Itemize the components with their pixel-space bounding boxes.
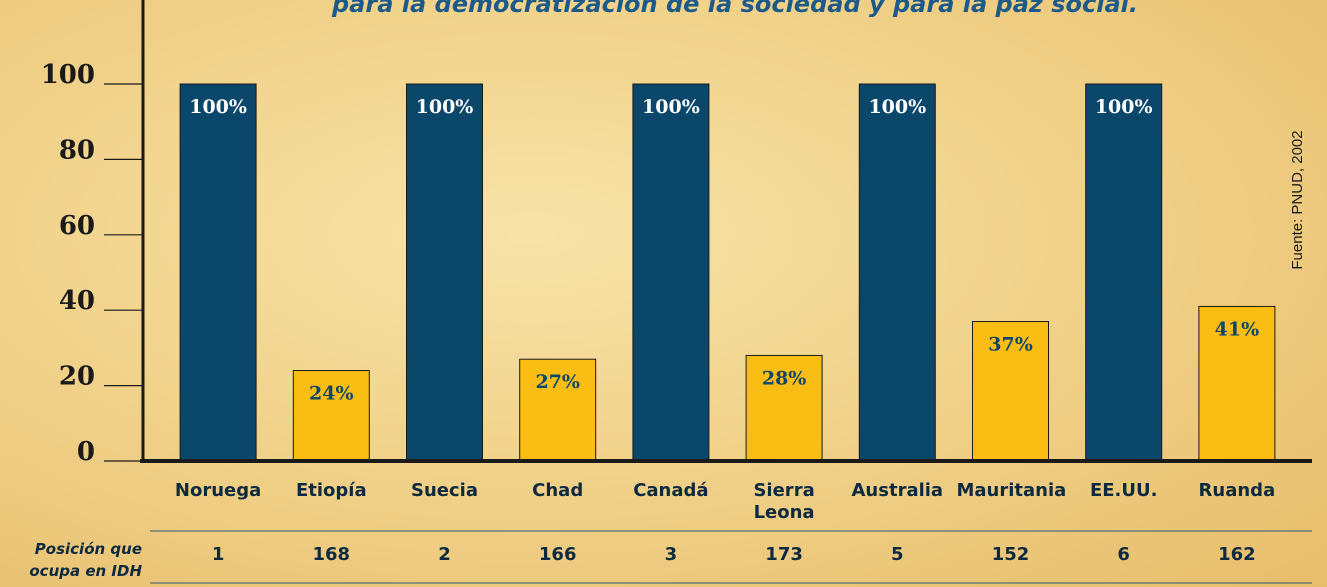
y-tick-label: 40 [59, 286, 95, 316]
value-label: 41% [1215, 318, 1260, 340]
value-label: 37% [988, 334, 1033, 356]
chart-title: para la democratización de la sociedad y… [331, 0, 1138, 18]
bar [180, 84, 256, 461]
rank-value: 3 [621, 544, 721, 565]
rank-value: 2 [395, 544, 495, 565]
rank-value: 5 [847, 544, 947, 565]
x-tick-label: EE.UU. [1070, 480, 1178, 502]
x-tick-label: Australia [843, 480, 951, 502]
value-label: 100% [868, 96, 926, 118]
rank-value: 1 [168, 544, 268, 565]
chart: para la democratización de la sociedad y… [0, 0, 1327, 587]
bar [407, 84, 483, 461]
source: Fuente: PNUD, 2002 [1289, 130, 1306, 269]
x-tick-label: Noruega [164, 480, 272, 502]
x-tick-label: Sierra Leona [730, 480, 838, 524]
rank-value: 6 [1074, 544, 1174, 565]
x-tick-label: Mauritania [957, 480, 1065, 502]
bar [633, 84, 709, 461]
value-label: 100% [1095, 96, 1153, 118]
x-tick-label: Canadá [617, 480, 725, 502]
y-tick-label: 0 [77, 437, 95, 467]
bar [859, 84, 935, 461]
rank-value: 162 [1187, 544, 1287, 565]
rank-value: 168 [281, 544, 381, 565]
x-tick-label: Ruanda [1183, 480, 1291, 502]
y-tick-label: 100 [41, 60, 95, 90]
bar [1086, 84, 1162, 461]
value-label: 28% [762, 367, 807, 389]
rank-value: 166 [508, 544, 608, 565]
value-label: 27% [535, 371, 580, 393]
y-tick-label: 60 [59, 211, 95, 241]
value-label: 100% [189, 96, 247, 118]
rank-value: 152 [961, 544, 1061, 565]
x-tick-label: Chad [504, 480, 612, 502]
value-label: 100% [642, 96, 700, 118]
value-label: 24% [309, 383, 354, 405]
value-label: 100% [416, 96, 474, 118]
y-tick-label: 20 [59, 362, 95, 392]
y-tick-label: 80 [59, 135, 95, 165]
x-tick-label: Etiopía [277, 480, 385, 502]
x-tick-label: Suecia [391, 480, 499, 502]
rank-label: Posición que ocupa en IDH [20, 538, 142, 582]
rank-value: 173 [734, 544, 834, 565]
